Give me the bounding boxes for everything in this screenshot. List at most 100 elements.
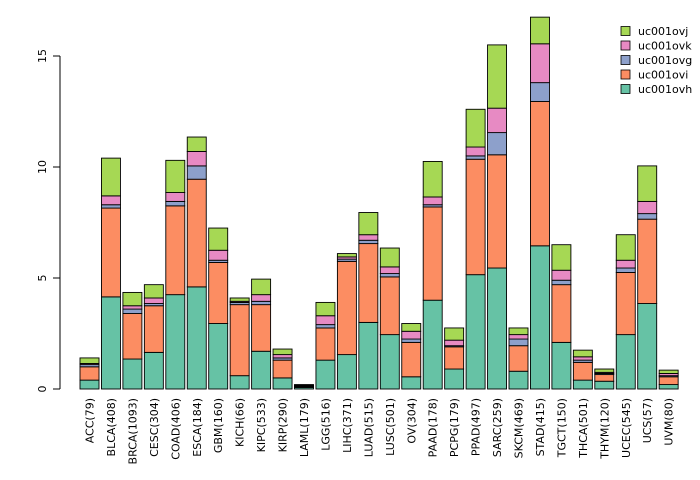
bar-segment-uc001ovh — [422, 299, 443, 390]
bar-segment-uc001ovh — [379, 334, 400, 390]
bar-segment-uc001ovi — [487, 154, 507, 269]
bar-stack — [637, 165, 658, 390]
bar-segment-uc001ovh — [100, 296, 121, 390]
bar-segment-uc001ovh — [315, 359, 336, 390]
bar-segment-uc001ovj — [615, 234, 636, 261]
legend-swatch — [620, 84, 631, 94]
bar-stacks — [79, 16, 679, 390]
bar-segment-uc001ovi — [100, 207, 121, 298]
bar-segment-uc001ovj — [487, 44, 507, 109]
bar-stack — [487, 44, 507, 390]
bar-segment-uc001ovi — [444, 346, 465, 370]
bar-segment-uc001ovh — [637, 303, 658, 390]
bar-stack — [208, 227, 229, 390]
bar-segment-uc001ovh — [79, 379, 100, 390]
bar-stack — [122, 291, 143, 390]
bar-segment-uc001ovj — [551, 244, 572, 271]
x-tick-label: BLCA(408) — [105, 398, 118, 456]
bar-segment-uc001ovk — [444, 339, 465, 347]
bar-segment-uc001ovk — [100, 195, 121, 206]
bar-segment-uc001ovi — [186, 178, 207, 288]
bar-segment-uc001ovg — [186, 165, 207, 180]
y-tick-label: 5 — [36, 275, 49, 282]
bar-segment-uc001ovh — [251, 350, 272, 390]
bar-stack — [100, 157, 121, 390]
x-tick-label: GBM(160) — [212, 398, 225, 453]
bar-segment-uc001ovj — [422, 160, 443, 198]
bar-segment-uc001ovi — [594, 374, 615, 382]
x-tick-label: BRCA(1093) — [126, 398, 139, 464]
bar-segment-uc001ovh — [615, 334, 636, 390]
bar-segment-uc001ovi — [615, 272, 636, 336]
bar-stack — [272, 348, 293, 390]
bar-stack — [422, 160, 443, 390]
bar-segment-uc001ovj — [530, 16, 550, 45]
x-tick-label: ACC(79) — [84, 398, 97, 443]
bar-segment-uc001ovj — [315, 301, 336, 317]
bar-segment-uc001ovg — [358, 239, 379, 245]
bar-stack — [658, 369, 679, 390]
x-tick-label: KIRP(290) — [277, 398, 290, 452]
bar-stack — [444, 327, 465, 390]
x-tick-label: UVM(80) — [663, 398, 676, 446]
x-tick-label: ESCA(184) — [191, 398, 204, 457]
bar-segment-uc001ovk — [315, 315, 336, 326]
bar-segment-uc001ovi — [658, 376, 679, 386]
bar-segment-uc001ovg — [551, 279, 572, 286]
bar-stack — [551, 244, 572, 390]
bar-segment-uc001ovj — [358, 212, 379, 236]
bar-segment-uc001ovk — [358, 234, 379, 241]
bar-segment-uc001ovi — [637, 218, 658, 304]
bar-segment-uc001ovg — [530, 82, 550, 102]
bar-segment-uc001ovh — [658, 384, 679, 390]
bar-stack — [186, 136, 207, 390]
bar-segment-uc001ovi — [379, 276, 400, 336]
bar-segment-uc001ovi — [229, 304, 250, 377]
bar-stack — [143, 284, 164, 390]
x-axis: ACC(79) BLCA(408) BRCA(1093) CESC(304) COAD(… — [84, 398, 676, 464]
bar-stack — [508, 327, 529, 390]
bar-segment-uc001ovg — [487, 132, 507, 156]
bar-stack — [315, 301, 336, 390]
bar-segment-uc001ovj — [272, 348, 293, 356]
bar-segment-uc001ovi — [530, 101, 550, 247]
bar-segment-uc001ovk — [165, 192, 186, 202]
legend-label: uc001ovh — [638, 83, 692, 96]
y-tick-label: 15 — [36, 49, 49, 63]
bar-segment-uc001ovk — [487, 107, 507, 134]
bar-segment-uc001ovi — [401, 341, 422, 378]
bar-stack — [294, 384, 314, 390]
legend-label: uc001ovi — [638, 69, 688, 82]
x-tick-label: PCPG(179) — [448, 398, 461, 457]
bar-segment-uc001ovh — [122, 358, 143, 390]
bar-segment-uc001ovj — [379, 247, 400, 268]
bar-segment-uc001ovh — [272, 377, 293, 390]
x-tick-label: LGG(516) — [319, 398, 332, 451]
bar-segment-uc001ovg — [379, 273, 400, 278]
bar-segment-uc001ovj — [572, 349, 593, 358]
bar-segment-uc001ovg — [122, 308, 143, 314]
bar-segment-uc001ovk — [508, 334, 529, 340]
bar-segment-uc001ovj — [465, 108, 486, 148]
bar-stack — [165, 159, 186, 390]
x-tick-label: LUAD(515) — [362, 398, 375, 457]
bar-segment-uc001ovh — [465, 274, 486, 390]
bar-segment-uc001ovk — [379, 266, 400, 275]
x-tick-label: SARC(259) — [491, 398, 504, 457]
bar-segment-uc001ovk — [186, 151, 207, 167]
bar-segment-uc001ovh — [401, 376, 422, 390]
bar-segment-uc001ovh — [444, 368, 465, 390]
bar-segment-uc001ovg — [315, 324, 336, 329]
bar-segment-uc001ovg — [465, 155, 486, 160]
x-tick-label: SKCM(469) — [513, 398, 526, 458]
x-tick-label: THYM(120) — [598, 398, 611, 460]
x-tick-label: PPAD(497) — [470, 398, 483, 456]
x-tick-label: COAD(406) — [169, 398, 182, 460]
bar-segment-uc001ovg — [251, 300, 272, 306]
x-tick-label: THCA(501) — [577, 398, 590, 459]
x-tick-label: PAAD(178) — [427, 398, 440, 457]
bar-segment-uc001ovi — [551, 284, 572, 343]
bar-segment-uc001ovj — [208, 227, 229, 251]
